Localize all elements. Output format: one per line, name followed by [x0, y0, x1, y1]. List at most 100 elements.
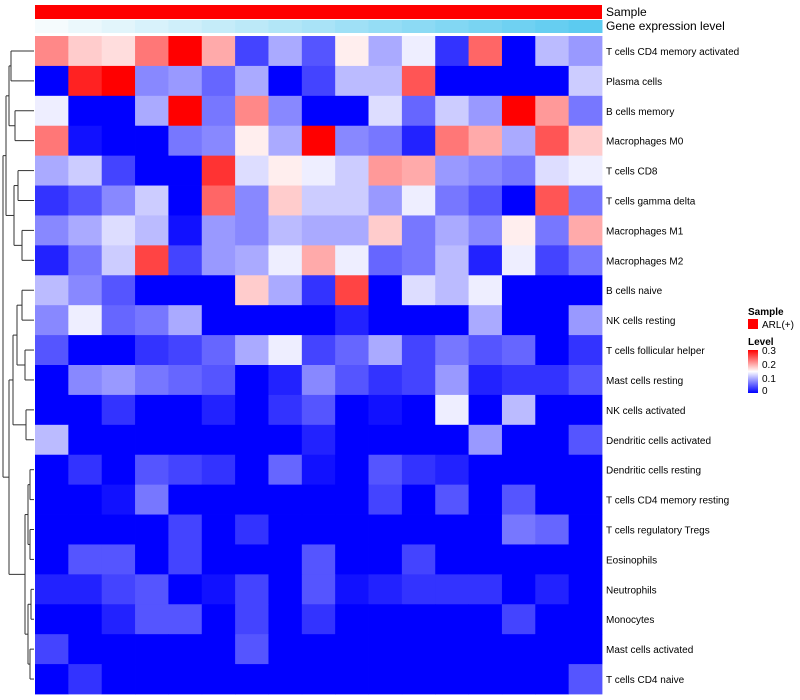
heatmap-cell	[35, 604, 69, 635]
heatmap-cell	[535, 484, 570, 515]
heatmap-cell	[268, 245, 303, 276]
heatmap-cell	[401, 305, 436, 336]
heatmap-cell	[68, 664, 103, 695]
heatmap-cell	[368, 365, 403, 396]
heatmap-cell	[35, 245, 69, 276]
heatmap-cell	[401, 574, 436, 605]
heatmap-cell	[535, 604, 570, 635]
heatmap-cell	[368, 65, 403, 97]
heatmap-cell	[335, 365, 369, 396]
heatmap-cell	[201, 335, 236, 366]
heatmap-cell	[101, 245, 136, 276]
heatmap-cell	[201, 245, 236, 276]
heatmap-cell	[435, 634, 469, 665]
heatmap-cell	[568, 125, 603, 157]
heatmap-cell	[68, 36, 103, 67]
heatmap-cell	[368, 185, 403, 216]
heatmap-cell	[168, 454, 203, 486]
heatmap-cell	[135, 215, 169, 246]
heatmap-cell	[68, 484, 103, 515]
heatmap-cell	[235, 484, 269, 515]
heatmap-cell	[135, 394, 169, 426]
heatmap-cell	[68, 454, 103, 486]
heatmap-cell	[301, 305, 336, 336]
heatmap-cell	[101, 514, 136, 545]
row-label: Monocytes	[606, 615, 654, 626]
row-label: T cells gamma delta	[606, 197, 696, 208]
annotation-label-sample: Sample	[606, 5, 647, 19]
heatmap-cell	[201, 185, 236, 216]
legend-level-tick-0: 0.3	[762, 346, 776, 357]
heatmap-cell	[301, 185, 336, 216]
heatmap-cell	[501, 514, 536, 545]
heatmap-cell	[335, 36, 369, 67]
heatmap-cell	[268, 574, 303, 605]
annotation-expression-cell	[168, 20, 203, 33]
heatmap-cell	[268, 365, 303, 396]
heatmap-cell	[435, 365, 469, 396]
heatmap-cell	[401, 185, 436, 216]
heatmap-cell	[135, 365, 169, 396]
heatmap-cell	[435, 604, 469, 635]
heatmap-cell	[135, 36, 169, 67]
heatmap-cell	[335, 65, 369, 97]
heatmap-cell	[468, 544, 503, 575]
row-label: Mast cells activated	[606, 645, 693, 656]
heatmap-cell	[268, 95, 303, 127]
heatmap-cell	[135, 125, 169, 157]
heatmap-cell	[568, 634, 603, 665]
heatmap-cell	[568, 394, 603, 426]
heatmap-cell	[335, 604, 369, 635]
heatmap-cell	[168, 424, 203, 456]
heatmap-cells	[35, 36, 603, 695]
heatmap-cell	[468, 514, 503, 545]
heatmap-cell	[301, 424, 336, 456]
heatmap-cell	[335, 155, 369, 186]
heatmap-cell	[68, 634, 103, 665]
heatmap-cell	[435, 544, 469, 575]
heatmap-cell	[368, 125, 403, 157]
heatmap-cell	[468, 634, 503, 665]
heatmap-cell	[101, 65, 136, 97]
heatmap-cell	[101, 95, 136, 127]
heatmap-cell	[168, 335, 203, 366]
heatmap-cell	[435, 155, 469, 186]
heatmap-cell	[335, 215, 369, 246]
annotation-expression-cell	[35, 20, 69, 33]
heatmap-cell	[468, 484, 503, 515]
heatmap-cell	[468, 424, 503, 456]
heatmap-cell	[335, 185, 369, 216]
heatmap-cell	[568, 305, 603, 336]
heatmap-cell	[535, 514, 570, 545]
heatmap-cell	[435, 125, 469, 157]
heatmap-cell	[201, 424, 236, 456]
annotation-expression-cell	[335, 20, 370, 33]
annotation-expression-cell	[301, 20, 336, 33]
heatmap-cell	[368, 245, 403, 276]
heatmap-cell	[201, 275, 236, 306]
heatmap-cell	[335, 335, 369, 366]
heatmap-cell	[501, 544, 536, 575]
heatmap-cell	[368, 514, 403, 545]
heatmap-cell	[235, 365, 269, 396]
heatmap-cell	[568, 454, 603, 486]
legend: Sample ARL(+) Level 0.3 0.2 0.1 0	[748, 307, 794, 397]
heatmap-cell	[335, 484, 369, 515]
row-label: Mast cells resting	[606, 376, 683, 387]
heatmap-cell	[335, 394, 369, 426]
heatmap-cell	[101, 424, 136, 456]
row-label: T cells CD4 memory resting	[606, 496, 729, 507]
heatmap-cell	[401, 125, 436, 157]
heatmap-cell	[401, 604, 436, 635]
heatmap-cell	[435, 335, 469, 366]
heatmap-cell	[268, 125, 303, 157]
heatmap-cell	[535, 544, 570, 575]
heatmap-cell	[235, 664, 269, 695]
heatmap-cell	[235, 335, 269, 366]
heatmap-cell	[235, 245, 269, 276]
heatmap-cell	[535, 95, 570, 127]
heatmap-cell	[301, 394, 336, 426]
heatmap-cell	[435, 424, 469, 456]
heatmap-cell	[501, 335, 536, 366]
heatmap-cell	[201, 544, 236, 575]
